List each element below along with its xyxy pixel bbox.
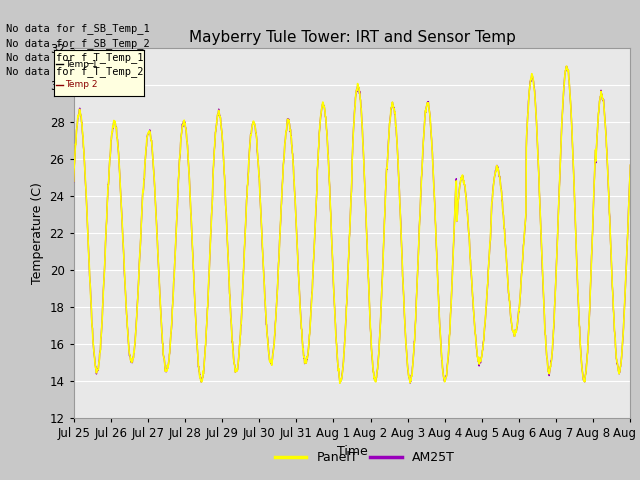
Text: No data for f_T_Temp_2: No data for f_T_Temp_2 <box>6 66 144 77</box>
Text: Temp 2: Temp 2 <box>65 80 98 89</box>
Legend: PanelT, AM25T: PanelT, AM25T <box>270 446 460 469</box>
X-axis label: Time: Time <box>337 445 367 458</box>
Text: Temp 1: Temp 1 <box>65 60 98 69</box>
Title: Mayberry Tule Tower: IRT and Sensor Temp: Mayberry Tule Tower: IRT and Sensor Temp <box>189 30 515 46</box>
Text: No data for f_SB_Temp_2: No data for f_SB_Temp_2 <box>6 37 150 48</box>
Text: No data for f_T_Temp_1: No data for f_T_Temp_1 <box>6 52 144 63</box>
Y-axis label: Temperature (C): Temperature (C) <box>31 182 44 284</box>
Text: No data for f_SB_Temp_1: No data for f_SB_Temp_1 <box>6 23 150 34</box>
